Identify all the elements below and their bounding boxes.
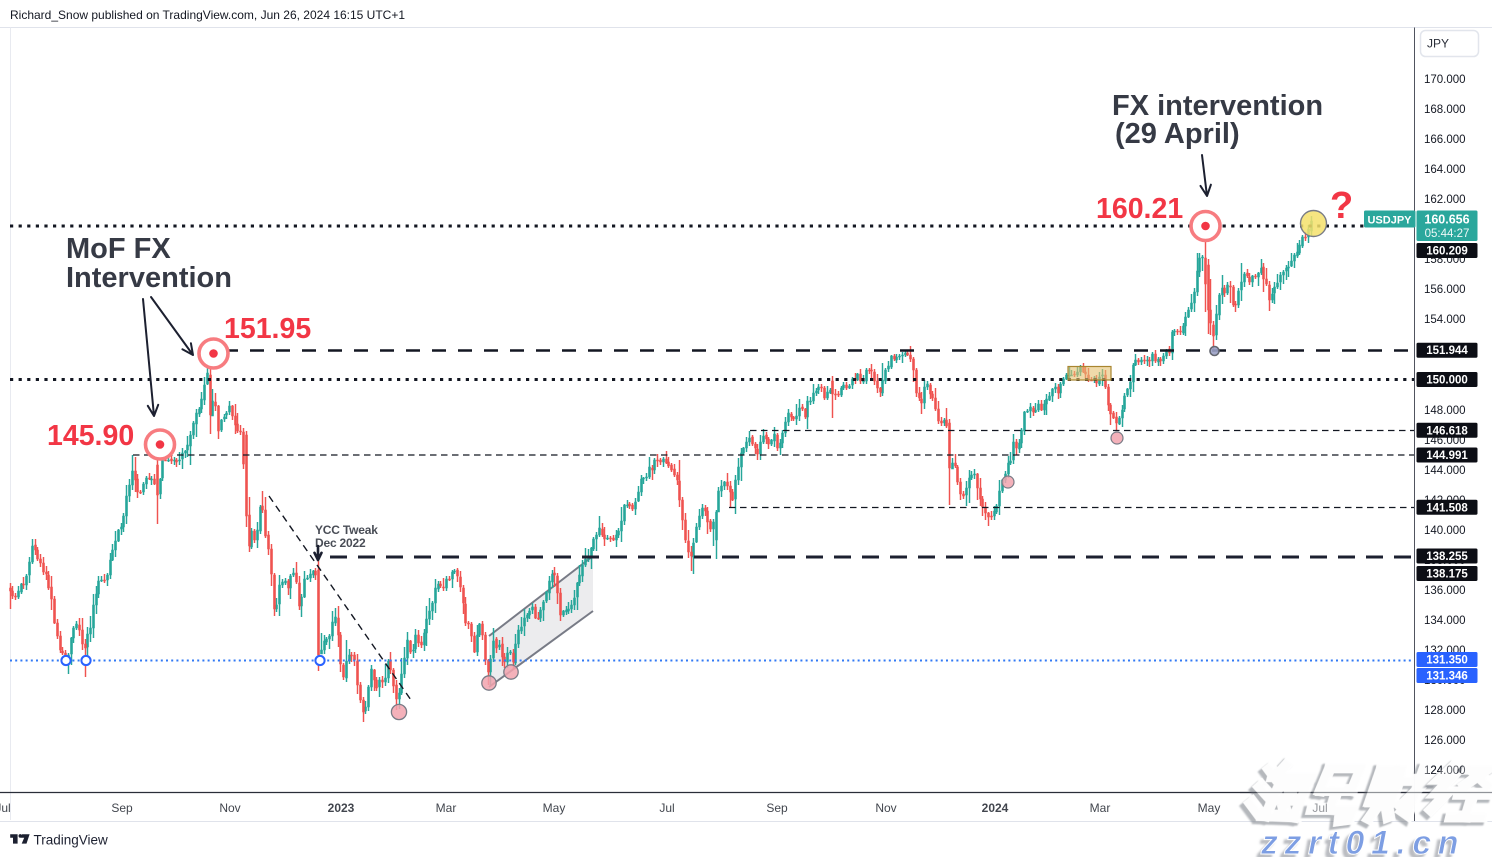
svg-text:131.346: 131.346	[1426, 671, 1468, 683]
svg-text:134.000: 134.000	[1424, 615, 1466, 627]
svg-text:164.000: 164.000	[1424, 164, 1466, 176]
svg-text:Richard_Snow published on Trad: Richard_Snow published on TradingView.co…	[10, 8, 405, 22]
svg-text:166.000: 166.000	[1424, 134, 1466, 146]
svg-text:148.000: 148.000	[1424, 405, 1466, 417]
svg-text:146.618: 146.618	[1426, 425, 1468, 437]
svg-text:131.350: 131.350	[1426, 655, 1468, 667]
svg-text:141.508: 141.508	[1426, 502, 1468, 514]
svg-text:2023: 2023	[328, 801, 355, 815]
svg-text:160.209: 160.209	[1426, 246, 1468, 258]
svg-text:128.000: 128.000	[1424, 705, 1466, 717]
svg-text:Jul: Jul	[1312, 801, 1327, 815]
svg-text:138.255: 138.255	[1426, 551, 1468, 563]
svg-text:154.000: 154.000	[1424, 314, 1466, 326]
svg-text:JPY: JPY	[1427, 37, 1449, 51]
svg-text:(29 April): (29 April)	[1115, 118, 1240, 150]
svg-text:Sep: Sep	[111, 801, 133, 815]
svg-text:Sep: Sep	[766, 801, 788, 815]
svg-text:156.000: 156.000	[1424, 284, 1466, 296]
svg-text:Jul: Jul	[659, 801, 674, 815]
svg-text:Intervention: Intervention	[66, 262, 232, 294]
svg-text:Mar: Mar	[436, 801, 457, 815]
svg-text:Nov: Nov	[875, 801, 896, 815]
svg-text:146.000: 146.000	[1424, 435, 1466, 447]
svg-text:124.000: 124.000	[1424, 765, 1466, 777]
svg-text:170.000: 170.000	[1424, 74, 1466, 86]
svg-text:151.95: 151.95	[224, 313, 311, 345]
svg-text:Mar: Mar	[1090, 801, 1111, 815]
svg-text:160.21: 160.21	[1096, 193, 1183, 225]
svg-text:168.000: 168.000	[1424, 104, 1466, 116]
svg-text:May: May	[1198, 801, 1221, 815]
svg-text:May: May	[543, 801, 566, 815]
svg-text:160.656: 160.656	[1424, 213, 1469, 227]
svg-text:136.000: 136.000	[1424, 585, 1466, 597]
svg-text:Jul: Jul	[0, 801, 11, 815]
svg-text:YCC Tweak: YCC Tweak	[315, 523, 378, 537]
svg-text:?: ?	[1330, 185, 1353, 227]
svg-text:Nov: Nov	[219, 801, 240, 815]
svg-text:05:44:27: 05:44:27	[1425, 228, 1470, 240]
svg-text:USDJPY: USDJPY	[1367, 215, 1412, 227]
svg-text:zzrt01.cn: zzrt01.cn	[1260, 824, 1465, 857]
svg-text:140.000: 140.000	[1424, 525, 1466, 537]
svg-text:TradingView: TradingView	[34, 833, 109, 848]
svg-text:MoF FX: MoF FX	[66, 233, 171, 265]
svg-text:145.90: 145.90	[47, 420, 134, 452]
svg-text:126.000: 126.000	[1424, 735, 1466, 747]
svg-text:144.991: 144.991	[1426, 450, 1468, 462]
svg-text:2024: 2024	[982, 801, 1009, 815]
svg-text:162.000: 162.000	[1424, 194, 1466, 206]
svg-text:Dec 2022: Dec 2022	[315, 536, 366, 550]
svg-text:144.000: 144.000	[1424, 465, 1466, 477]
svg-text:138.175: 138.175	[1426, 569, 1468, 581]
svg-text:FX intervention: FX intervention	[1112, 90, 1323, 122]
svg-text:151.944: 151.944	[1426, 345, 1468, 357]
svg-text:150.000: 150.000	[1426, 375, 1468, 387]
